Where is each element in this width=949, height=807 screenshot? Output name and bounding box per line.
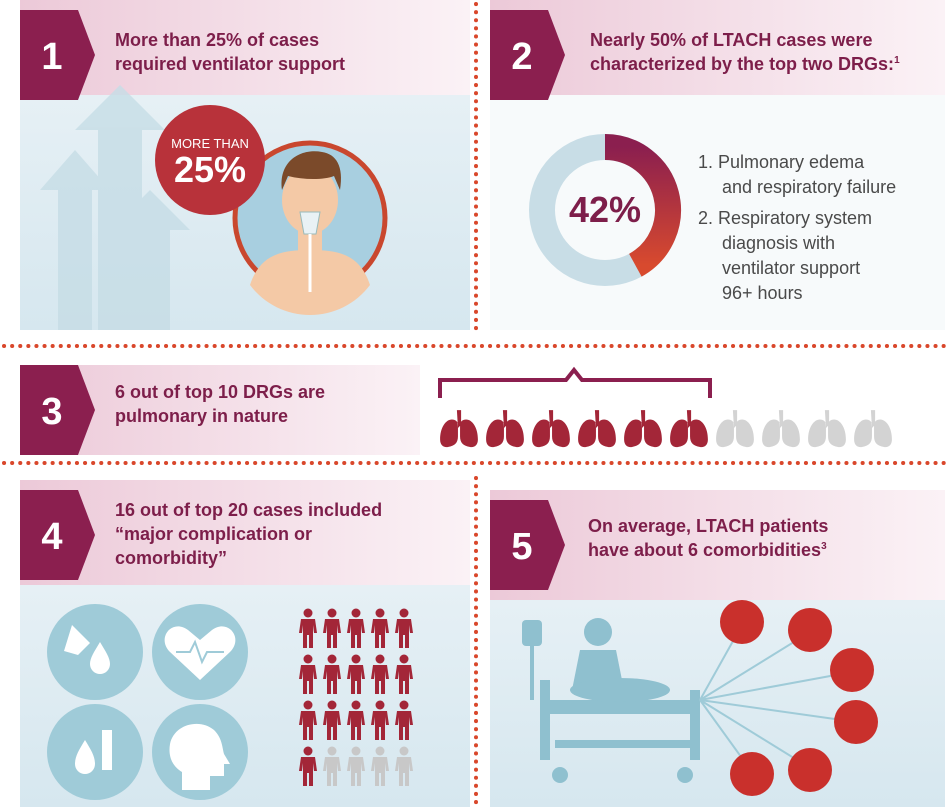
donut-label: 42% [569, 189, 641, 230]
heading-line: “major complication or [115, 524, 312, 544]
heading-text: 16 out of top 20 cases included [115, 500, 382, 520]
heading-line: required ventilator support [115, 54, 345, 74]
heading-text: comorbidity” [115, 548, 227, 568]
section-number: 4 [41, 516, 62, 558]
heading-line: have about 6 comorbidities3 [588, 540, 827, 560]
list-line: 1. Pulmonary edema [698, 152, 865, 172]
heading-text: On average, LTACH patients [588, 516, 828, 536]
footnote-marker: 3 [821, 541, 827, 552]
heading-text: Nearly 50% of LTACH cases were [590, 30, 872, 50]
infographic: MORE THAN 25% 42% 1More than 25% of case… [0, 0, 949, 807]
heading-text: pulmonary in nature [115, 406, 288, 426]
heading-line: Nearly 50% of LTACH cases were [590, 30, 872, 50]
heading-line: pulmonary in nature [115, 406, 288, 426]
list-line: and respiratory failure [722, 177, 896, 197]
list-line: diagnosis with [722, 233, 835, 253]
heading-line: More than 25% of cases [115, 30, 319, 50]
lungs [440, 410, 892, 447]
heading-line: comorbidity” [115, 548, 227, 568]
section-number: 2 [511, 36, 532, 78]
heading-text: required ventilator support [115, 54, 345, 74]
bracket [440, 370, 710, 398]
section-number: 3 [41, 391, 62, 433]
heading-text: characterized by the top two DRGs: [590, 54, 894, 74]
heading-text: “major complication or [115, 524, 312, 544]
heading-line: On average, LTACH patients [588, 516, 828, 536]
list-line: 96+ hours [722, 283, 803, 303]
section-number: 1 [41, 36, 62, 78]
list-line: 2. Respiratory system [698, 208, 872, 228]
footnote-marker: 1 [894, 55, 900, 66]
heading-text: 6 out of top 10 DRGs are [115, 382, 325, 402]
heading-line: 6 out of top 10 DRGs are [115, 382, 325, 402]
heading-text: have about 6 comorbidities [588, 540, 821, 560]
list-line: ventilator support [722, 258, 860, 278]
heading-line: characterized by the top two DRGs:1 [590, 54, 900, 74]
badge-value: 25% [174, 149, 246, 190]
section-number: 5 [511, 526, 532, 568]
heading-line: 16 out of top 20 cases included [115, 500, 382, 520]
heading-text: More than 25% of cases [115, 30, 319, 50]
